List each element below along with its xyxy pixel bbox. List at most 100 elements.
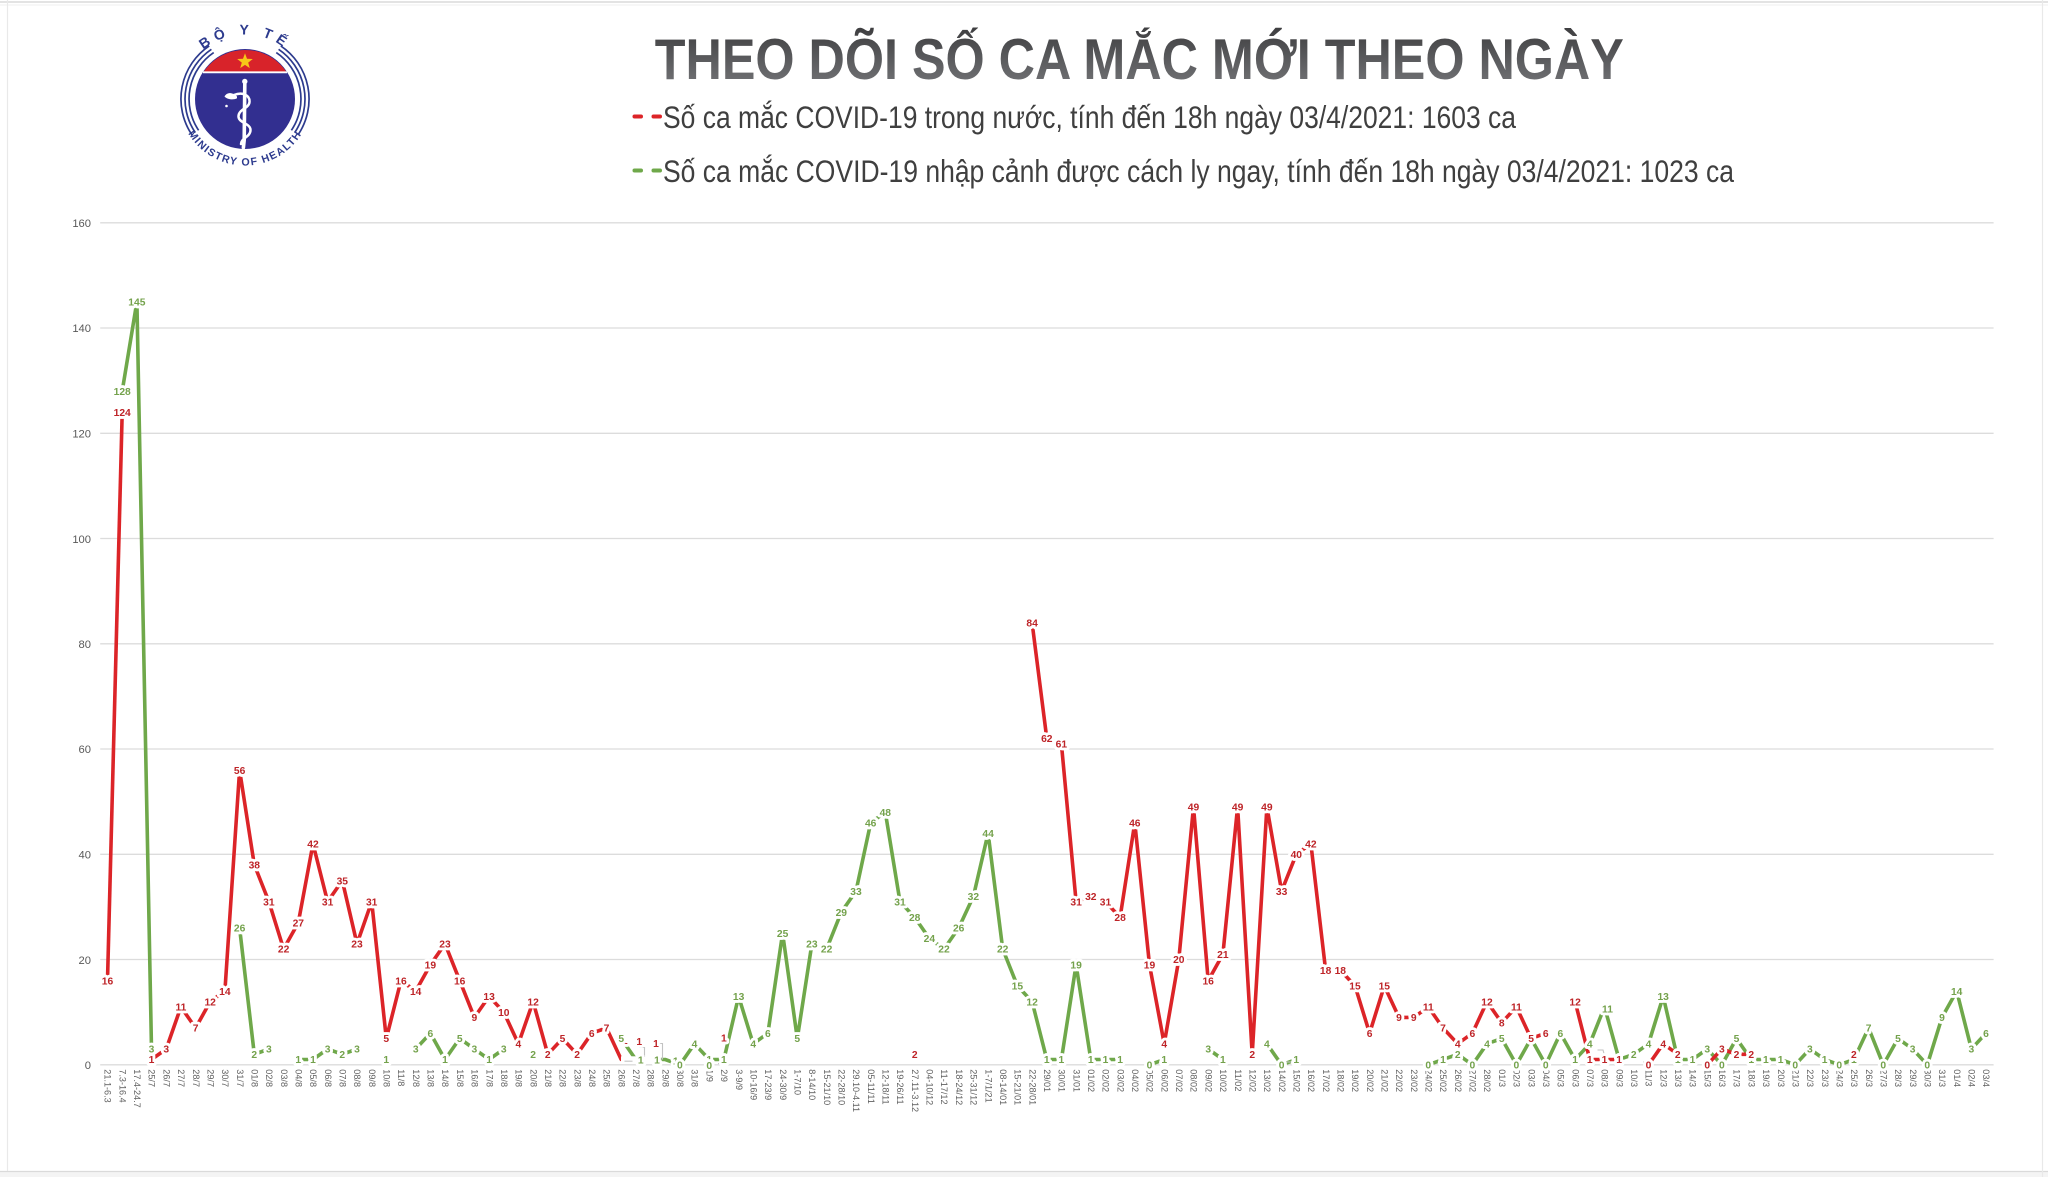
svg-text:27/7: 27/7: [176, 1069, 186, 1087]
svg-text:21/3: 21/3: [1790, 1069, 1800, 1087]
svg-text:18/02: 18/02: [1336, 1069, 1346, 1092]
svg-text:1: 1: [622, 1036, 628, 1047]
svg-text:25-31/12: 25-31/12: [969, 1069, 979, 1105]
svg-text:5: 5: [794, 1034, 800, 1045]
svg-text:19/8: 19/8: [514, 1069, 524, 1087]
svg-text:17/3: 17/3: [1732, 1069, 1742, 1087]
svg-text:23: 23: [439, 940, 451, 951]
svg-text:14: 14: [1951, 987, 1963, 998]
svg-text:1: 1: [673, 1057, 679, 1068]
svg-text:07/02: 07/02: [1174, 1069, 1184, 1092]
svg-text:01/8: 01/8: [250, 1069, 260, 1087]
svg-text:03/4: 03/4: [1981, 1069, 1991, 1087]
svg-text:1: 1: [721, 1055, 727, 1066]
svg-text:16: 16: [395, 976, 407, 987]
svg-text:1: 1: [1778, 1055, 1784, 1066]
svg-text:0: 0: [1470, 1061, 1476, 1072]
svg-text:19: 19: [1070, 961, 1082, 972]
svg-text:7: 7: [1440, 1024, 1446, 1035]
svg-text:3: 3: [354, 1045, 360, 1056]
svg-text:1: 1: [149, 1055, 155, 1066]
svg-text:35: 35: [337, 876, 349, 887]
svg-text:0: 0: [706, 1061, 712, 1072]
svg-text:27: 27: [293, 918, 305, 929]
svg-text:05-11/11: 05-11/11: [866, 1069, 876, 1104]
svg-text:2: 2: [545, 1050, 551, 1061]
svg-text:31: 31: [894, 897, 906, 908]
svg-text:33: 33: [1276, 887, 1288, 898]
svg-text:16: 16: [102, 976, 114, 987]
svg-text:2: 2: [251, 1050, 257, 1061]
svg-text:12/3: 12/3: [1658, 1069, 1668, 1087]
svg-text:22: 22: [938, 945, 950, 956]
svg-text:12/02: 12/02: [1247, 1069, 1257, 1092]
svg-text:24/8: 24/8: [587, 1069, 597, 1087]
svg-text:01/02: 01/02: [1086, 1069, 1096, 1092]
svg-text:7: 7: [193, 1024, 199, 1035]
svg-text:1: 1: [1616, 1055, 1622, 1066]
svg-text:17.4-24.7: 17.4-24.7: [132, 1069, 142, 1107]
svg-text:18: 18: [1320, 966, 1332, 977]
svg-text:20: 20: [79, 955, 91, 967]
svg-text:29.10-4.11: 29.10-4.11: [851, 1069, 861, 1112]
svg-text:09/02: 09/02: [1203, 1069, 1213, 1092]
svg-text:5: 5: [457, 1034, 463, 1045]
svg-text:44: 44: [982, 829, 994, 840]
svg-text:3: 3: [1704, 1045, 1710, 1056]
svg-text:4: 4: [1646, 1040, 1652, 1051]
svg-text:19: 19: [1144, 961, 1156, 972]
svg-text:01/3: 01/3: [1497, 1069, 1507, 1087]
svg-text:29/01: 29/01: [1042, 1069, 1052, 1092]
svg-text:14: 14: [410, 987, 422, 998]
svg-text:19/02: 19/02: [1350, 1069, 1360, 1092]
svg-text:2: 2: [1455, 1050, 1461, 1061]
svg-text:05/8: 05/8: [308, 1069, 318, 1087]
svg-text:4: 4: [1660, 1040, 1666, 1051]
svg-text:04-10/12: 04-10/12: [925, 1069, 935, 1105]
svg-text:6: 6: [589, 1029, 595, 1040]
svg-text:4: 4: [1264, 1040, 1270, 1051]
svg-text:3: 3: [266, 1045, 272, 1056]
svg-text:11/8: 11/8: [396, 1069, 406, 1086]
svg-text:13: 13: [733, 992, 745, 1003]
svg-text:6: 6: [1983, 1029, 1989, 1040]
svg-text:5: 5: [1528, 1034, 1534, 1045]
svg-text:1: 1: [1602, 1055, 1608, 1066]
svg-text:140: 140: [72, 323, 91, 335]
svg-text:12: 12: [527, 997, 539, 1008]
svg-text:06/8: 06/8: [323, 1069, 333, 1087]
svg-text:145: 145: [128, 297, 145, 308]
svg-text:27/02: 27/02: [1468, 1069, 1478, 1092]
svg-text:15-21/01: 15-21/01: [1013, 1069, 1023, 1105]
svg-text:1: 1: [1220, 1055, 1226, 1066]
svg-text:18/8: 18/8: [499, 1069, 509, 1087]
svg-text:26: 26: [234, 924, 246, 935]
svg-text:6: 6: [1470, 1029, 1476, 1040]
svg-text:1: 1: [1293, 1055, 1299, 1066]
svg-text:02/02: 02/02: [1101, 1069, 1111, 1092]
svg-text:08/02: 08/02: [1189, 1069, 1199, 1092]
svg-text:160: 160: [72, 218, 91, 230]
svg-text:25/3: 25/3: [1849, 1069, 1859, 1087]
svg-text:13/02: 13/02: [1262, 1069, 1272, 1092]
svg-text:8-14/10: 8-14/10: [807, 1069, 817, 1100]
svg-text:22: 22: [997, 945, 1009, 956]
svg-text:0: 0: [1836, 1061, 1842, 1072]
svg-text:46: 46: [865, 818, 877, 829]
svg-text:1-7/10: 1-7/10: [793, 1069, 803, 1095]
svg-text:33: 33: [850, 887, 862, 898]
svg-text:1: 1: [1059, 1055, 1065, 1066]
svg-text:23/02: 23/02: [1409, 1069, 1419, 1092]
svg-text:1: 1: [1044, 1055, 1050, 1066]
svg-text:12: 12: [204, 997, 216, 1008]
svg-text:27/8: 27/8: [631, 1069, 641, 1087]
svg-text:17/8: 17/8: [484, 1069, 494, 1087]
svg-text:80: 80: [79, 639, 91, 651]
svg-text:49: 49: [1261, 803, 1273, 814]
svg-text:28/8: 28/8: [646, 1069, 656, 1087]
svg-text:13/3: 13/3: [1673, 1069, 1683, 1087]
svg-text:11/02: 11/02: [1233, 1069, 1243, 1091]
svg-text:25/02: 25/02: [1438, 1069, 1448, 1092]
svg-text:29: 29: [836, 908, 848, 919]
svg-text:29/8: 29/8: [660, 1069, 670, 1087]
